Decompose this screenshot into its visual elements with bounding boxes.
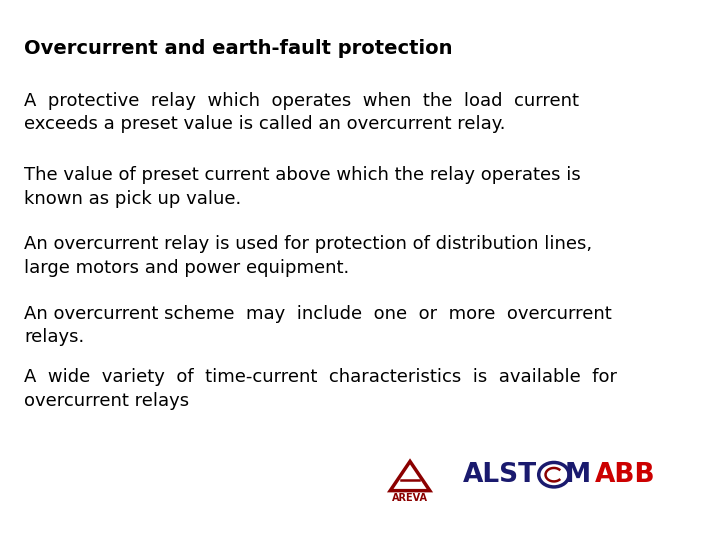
Text: ALST: ALST [463, 462, 537, 488]
Text: An overcurrent scheme  may  include  one  or  more  overcurrent
relays.: An overcurrent scheme may include one or… [24, 305, 612, 346]
Text: A  wide  variety  of  time-current  characteristics  is  available  for
overcurr: A wide variety of time-current character… [24, 368, 617, 410]
Text: ABB: ABB [595, 462, 655, 488]
Text: Overcurrent and earth-fault protection: Overcurrent and earth-fault protection [24, 39, 452, 58]
Text: AREVA: AREVA [392, 494, 428, 503]
Text: An overcurrent relay is used for protection of distribution lines,
large motors : An overcurrent relay is used for protect… [24, 235, 592, 277]
Text: The value of preset current above which the relay operates is
known as pick up v: The value of preset current above which … [24, 166, 581, 208]
Text: A  protective  relay  which  operates  when  the  load  current
exceeds a preset: A protective relay which operates when t… [24, 92, 579, 133]
Text: M: M [565, 462, 591, 488]
